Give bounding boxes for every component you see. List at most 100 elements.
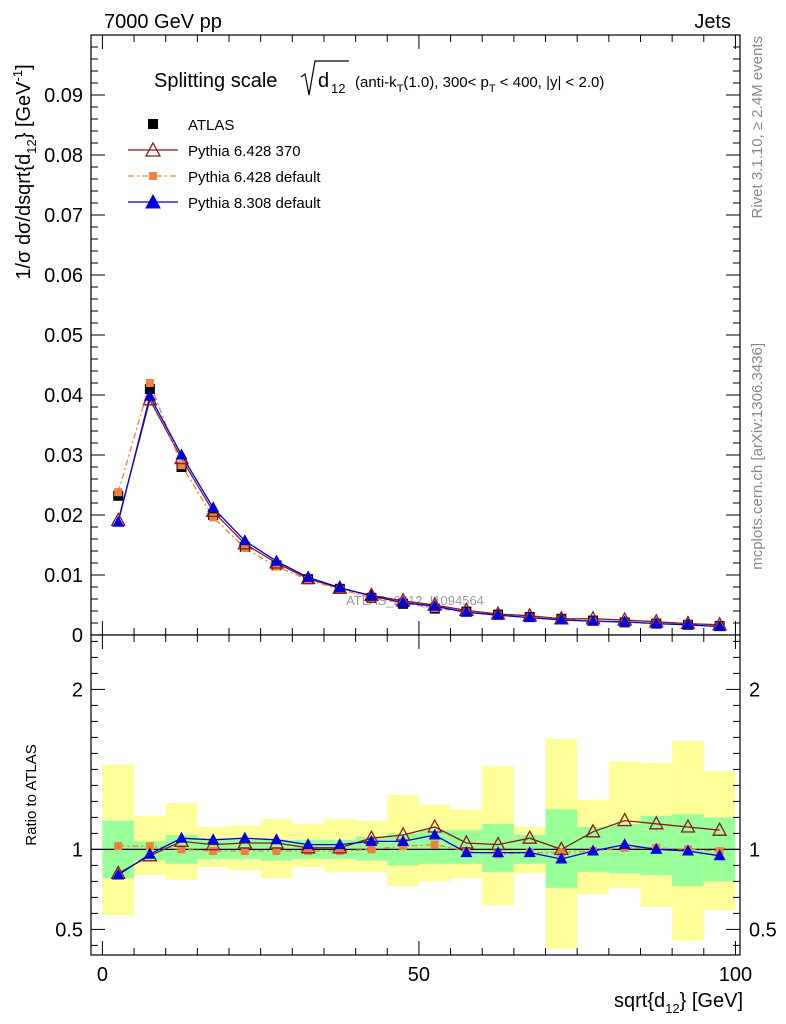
data-point-pythia8-default — [112, 515, 125, 527]
data-point-pythia6-default — [240, 544, 249, 552]
ratio-point-pythia8-default — [270, 833, 283, 845]
ratio-point-pythia6-default — [272, 847, 281, 855]
ratio-point-pythia8-default — [333, 838, 346, 850]
ratio-series — [110, 812, 728, 880]
data-point-pythia8-default — [650, 617, 663, 629]
ylabel-sup: -1 — [10, 70, 25, 82]
ratio-series-line — [118, 843, 720, 855]
ratio-ticks — [91, 635, 740, 955]
ratio-point-pythia6-370 — [680, 818, 696, 833]
ratio-point-pythia8-default — [523, 846, 536, 858]
plot-title: Splitting scale d 12 (anti-kT(1.0), 300<… — [154, 60, 604, 96]
header-right: Jets — [694, 11, 731, 33]
data-point-pythia8-default — [143, 389, 156, 401]
ratio-point-pythia6-370 — [712, 821, 728, 836]
ratio-point-pythia6-370 — [648, 815, 664, 830]
ratio-point-pythia6-default — [145, 842, 154, 851]
main-y-axis-label: 1/σ dσ/dsqrt{d12} [GeV-1] — [10, 64, 39, 279]
ratio-point-pythia8-default — [460, 846, 473, 858]
ratio-y-tick-label-right: 2 — [749, 679, 760, 701]
legend-marker-pythia6-default — [149, 172, 157, 180]
main-y-tick-label: 0.07 — [44, 205, 83, 227]
data-point-pythia8-default — [333, 581, 346, 593]
ratio-y-tick-label: 2 — [72, 679, 83, 701]
ratio-point-pythia8-default — [365, 834, 378, 846]
ratio-y-tick-label: 0.5 — [55, 919, 83, 941]
legend-label-pythia6-370: Pythia 6.428 370 — [188, 143, 301, 160]
data-point-pythia6-default — [114, 488, 123, 497]
data-point-pythia8-default — [270, 554, 283, 566]
ratio-plot-frame — [90, 634, 741, 956]
data-point-pythia6-default — [272, 562, 281, 571]
title-text: Splitting scale — [154, 70, 277, 92]
ratio-point-pythia8-default — [555, 852, 568, 864]
legend-marker-pythia6-370 — [144, 141, 162, 157]
ylabel-sub: 12 — [24, 139, 39, 153]
legend-label-pythia6-default: Pythia 6.428 default — [188, 169, 321, 186]
data-point-pythia8-default — [587, 614, 600, 626]
data-point-pythia8-default — [365, 589, 378, 601]
ratio-point-pythia6-default — [430, 840, 439, 849]
legend-marker-pythia8-default — [145, 193, 161, 209]
ratio-point-pythia6-370 — [585, 823, 601, 838]
legend-entry-pythia8-default: Pythia 8.308 default — [128, 193, 321, 212]
mcplots-label: mcplots.cern.ch [arXiv:1306.3436] — [749, 343, 766, 570]
title-cuts-post: < 400, |y| < 2.0) — [496, 74, 605, 91]
ratio-tick-labels: 0.5 0.5 1 1 2 2 0 50 100 — [55, 679, 777, 986]
data-point-pythia8-default — [302, 570, 315, 582]
main-y-tick-label: 0.06 — [44, 265, 83, 287]
ratio-point-pythia8-default — [587, 844, 600, 856]
data-point-pythia6-default — [145, 379, 154, 387]
title-cuts-sub1: T — [397, 83, 404, 95]
ratio-point-pythia8-default — [713, 849, 726, 861]
data-point-atlas — [144, 384, 155, 394]
ratio-point-pythia8-default — [238, 831, 251, 843]
ratio-point-pythia8-default — [175, 831, 188, 843]
ylabel-main: 1/σ dσ/dsqrt{d — [13, 154, 35, 280]
ratio-y-tick-label-right: 1 — [749, 839, 760, 861]
xlabel-main: sqrt{d — [614, 990, 665, 1012]
data-point-pythia8-default — [238, 534, 251, 546]
x-tick-label: 50 — [408, 964, 430, 986]
ratio-point-pythia8-default — [650, 842, 663, 854]
data-point-pythia8-default — [523, 611, 536, 623]
legend-entry-pythia6-default: Pythia 6.428 default — [128, 169, 321, 186]
main-series-line — [117, 380, 720, 627]
ratio-point-pythia8-default — [112, 868, 125, 880]
data-point-pythia8-default — [713, 620, 726, 632]
ratio-y-tick-label-right: 0.5 — [749, 919, 777, 941]
ratio-plot: 0.5 0.51 12 20 50 100 Ratio to ATLAS sqrt{d12… — [23, 634, 777, 1016]
ratio-point-pythia6-default — [335, 847, 344, 855]
main-y-tick-labels: 0 0.01 0.02 0.03 0.04 0.05 0.06 0.07 0.08 0.09 — [44, 85, 83, 647]
ratio-point-pythia6-default — [399, 842, 408, 851]
legend-entry-atlas: ATLAS — [148, 117, 234, 134]
ratio-point-pythia8-default — [492, 846, 505, 858]
ratio-point-pythia6-default — [304, 847, 313, 855]
ratio-point-pythia8-default — [302, 838, 315, 850]
data-point-pythia8-default — [175, 448, 188, 460]
ratio-point-pythia6-default — [240, 847, 249, 855]
ratio-point-pythia6-default — [114, 842, 123, 851]
header-left: 7000 GeV pp — [104, 11, 222, 33]
ratio-point-pythia8-default — [681, 844, 694, 856]
data-point-pythia8-default — [618, 615, 631, 627]
title-cuts-sub2: T — [489, 83, 496, 95]
ratio-series-line — [117, 834, 720, 876]
x-tick-label: 0 — [97, 964, 108, 986]
main-plot-area — [91, 35, 740, 635]
ratio-point-pythia6-default — [177, 845, 186, 854]
ratio-point-pythia6-370 — [617, 812, 633, 827]
x-axis-label: sqrt{d12} [GeV] — [614, 990, 743, 1016]
ylabel-close: } [GeV — [13, 81, 35, 139]
legend: ATLAS Pythia 6.428 370 Pythia 6.428 defa… — [128, 117, 321, 212]
data-point-pythia8-default — [460, 605, 473, 617]
ratio-point-pythia8-default — [207, 833, 220, 845]
data-point-pythia8-default — [555, 613, 568, 625]
title-cuts-mid: (1.0), 300< p — [403, 74, 488, 91]
main-y-tick-label: 0.02 — [44, 505, 83, 527]
main-y-tick-label: 0.05 — [44, 325, 83, 347]
main-y-tick-label: 0 — [72, 625, 83, 647]
title-cuts: (anti-kT(1.0), 300< pT < 400, |y| < 2.0) — [355, 74, 604, 95]
data-point-pythia6-default — [209, 513, 218, 522]
